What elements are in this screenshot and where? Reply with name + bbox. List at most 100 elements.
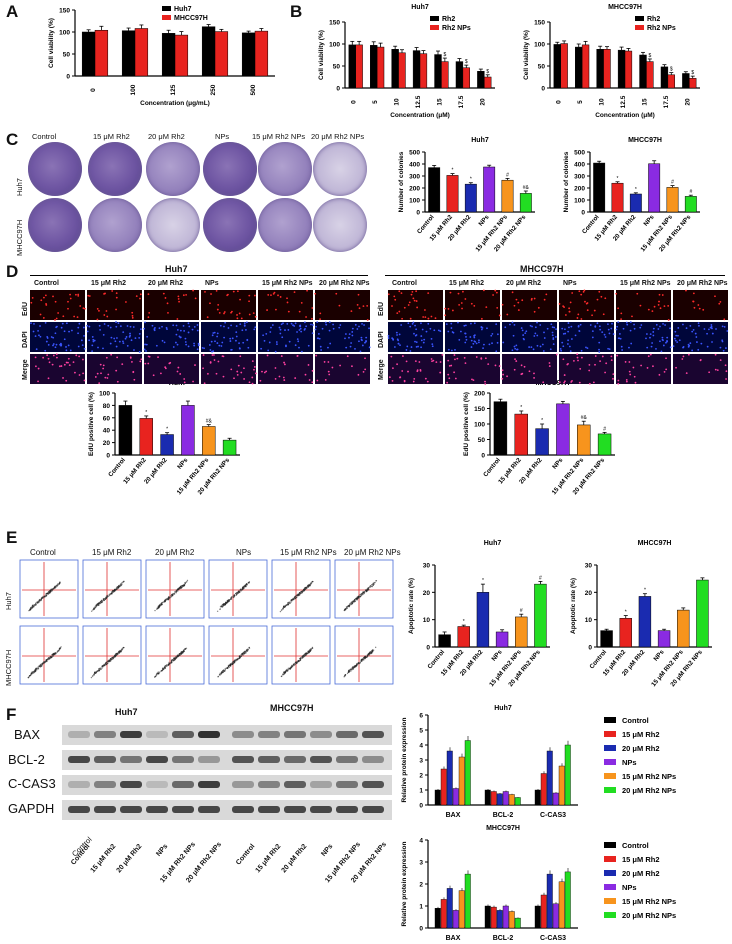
- edu-row-label: DAPI: [378, 331, 385, 348]
- nucleus-dot: [514, 358, 516, 361]
- nucleus-dot: [396, 363, 398, 366]
- nucleus-dot: [586, 309, 589, 312]
- nucleus-dot: [559, 348, 562, 350]
- nucleus-dot: [144, 343, 146, 346]
- nucleus-dot: [567, 330, 570, 333]
- bar: [254, 30, 269, 77]
- nucleus-dot: [675, 334, 678, 337]
- nucleus-dot: [419, 369, 422, 371]
- nucleus-dot: [640, 364, 643, 367]
- colony-plate: [313, 198, 367, 252]
- nucleus-dot: [147, 362, 150, 365]
- nucleus-dot: [286, 297, 288, 300]
- nucleus-dot: [598, 348, 600, 351]
- nucleus-dot: [77, 345, 80, 348]
- x-tick-label: NPs: [652, 648, 666, 662]
- legend-label: 20 μM Rh2 NPs: [622, 786, 676, 795]
- significance-marker: $: [648, 53, 651, 59]
- nucleus-dot: [82, 307, 85, 310]
- event-dot: [49, 655, 51, 658]
- nucleus-dot: [122, 342, 125, 345]
- event-dot: [175, 656, 177, 659]
- blot-band: [172, 781, 194, 788]
- nucleus-dot: [399, 344, 401, 347]
- bar: [458, 890, 465, 929]
- event-dot: [234, 660, 236, 662]
- nucleus-dot: [56, 325, 58, 328]
- fluorescence-image: [201, 321, 257, 353]
- event-dot: [245, 584, 247, 586]
- nucleus-dot: [591, 314, 593, 317]
- y-tick-label: 100: [409, 198, 420, 205]
- nucleus-dot: [224, 321, 227, 324]
- event-dot: [181, 586, 183, 588]
- colony-col-label-15rh2nps: 15 μM Rh2 NPs: [252, 132, 306, 141]
- fluorescence-image: [314, 321, 371, 353]
- nucleus-dot: [98, 309, 100, 312]
- event-dot: [358, 596, 360, 599]
- nucleus-dot: [426, 380, 429, 383]
- event-dot: [167, 598, 169, 601]
- nucleus-dot: [393, 346, 396, 348]
- legend-label: 15 μM Rh2 NPs: [622, 897, 676, 906]
- event-dot: [90, 676, 93, 679]
- nucleus-dot: [55, 317, 58, 320]
- nucleus-dot: [248, 381, 251, 384]
- chart-title: MHCC97H: [628, 137, 662, 144]
- x-tick-label: 5: [577, 100, 584, 104]
- nucleus-dot: [311, 332, 314, 335]
- nucleus-dot: [164, 297, 167, 299]
- nucleus-dot: [513, 368, 516, 371]
- nucleus-dot: [220, 345, 223, 347]
- event-dot: [108, 594, 111, 597]
- nucleus-dot: [552, 343, 555, 346]
- blot-band: [68, 781, 90, 788]
- fluorescence-bg: [87, 290, 142, 320]
- event-dot: [185, 581, 187, 584]
- nucleus-dot: [594, 363, 596, 366]
- event-dot: [310, 648, 312, 650]
- nucleus-dot: [501, 377, 504, 380]
- y-tick-label: 500: [409, 150, 420, 157]
- nucleus-dot: [328, 321, 331, 324]
- nucleus-dot: [124, 337, 127, 340]
- nucleus-dot: [475, 356, 478, 358]
- fluorescence-image: [258, 321, 314, 353]
- nucleus-dot: [473, 336, 476, 339]
- event-dot: [169, 597, 171, 599]
- nucleus-dot: [138, 332, 141, 335]
- event-dot: [307, 586, 310, 588]
- nucleus-dot: [267, 294, 270, 296]
- nucleus-dot: [34, 356, 37, 359]
- bar: [508, 911, 515, 929]
- x-tick-label: NPs: [490, 648, 504, 662]
- nucleus-dot: [163, 341, 166, 344]
- nucleus-dot: [536, 321, 538, 324]
- event-dot: [289, 667, 291, 670]
- bar: [484, 905, 491, 929]
- significance-marker: *: [617, 176, 619, 182]
- nucleus-dot: [460, 302, 463, 304]
- event-dot: [32, 672, 35, 674]
- bar: [564, 871, 571, 929]
- y-tick-label: 0: [481, 453, 485, 460]
- nucleus-dot: [674, 339, 677, 342]
- legend-swatch: [604, 884, 616, 890]
- fluorescence-bg: [315, 290, 370, 320]
- nucleus-dot: [192, 380, 194, 383]
- y-tick-label: 3: [419, 860, 423, 867]
- event-dot: [310, 583, 312, 585]
- event-dot: [100, 668, 102, 671]
- y-tick-label: 150: [474, 406, 485, 413]
- nucleus-dot: [351, 327, 354, 330]
- nucleus-dot: [562, 345, 565, 348]
- nucleus-dot: [237, 364, 240, 367]
- event-dot: [375, 580, 377, 582]
- fluorescence-bg: [445, 322, 500, 352]
- event-dot: [56, 651, 58, 654]
- event-dot: [312, 580, 314, 583]
- event-dot: [294, 661, 297, 663]
- nucleus-dot: [40, 299, 43, 302]
